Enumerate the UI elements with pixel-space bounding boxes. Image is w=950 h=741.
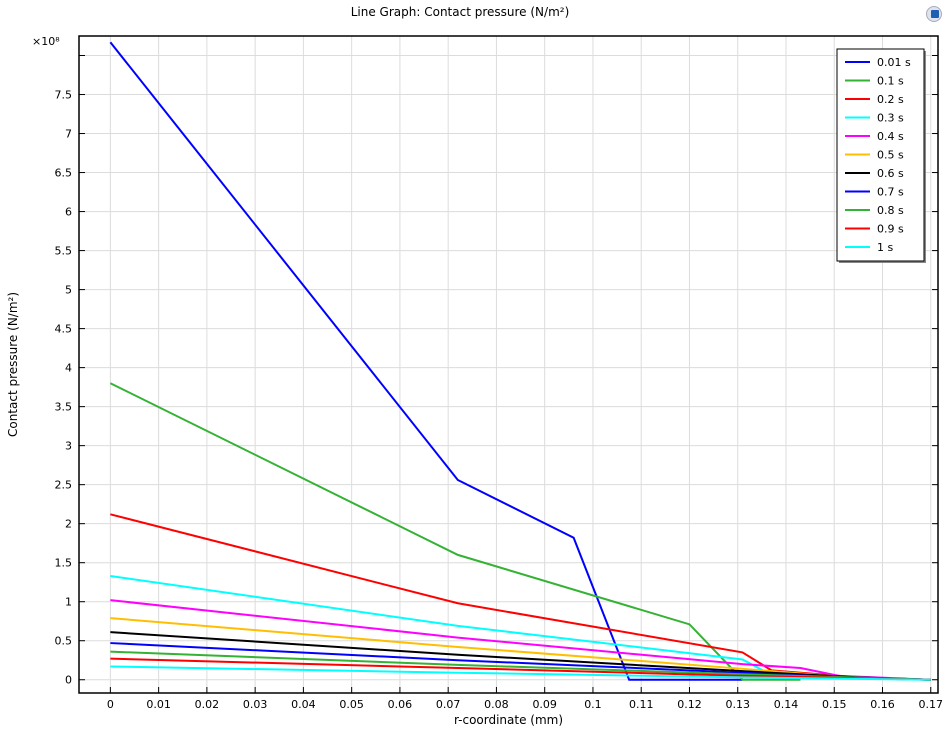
y-tick-label: 3.5 (55, 401, 73, 414)
x-tick-label: 0.17 (919, 698, 944, 711)
y-tick-label: 4.5 (55, 323, 73, 336)
y-multiplier: ×10⁸ (32, 35, 60, 48)
y-tick-label: 4 (65, 362, 72, 375)
y-tick-label: 6 (65, 206, 72, 219)
series-line-1s (110, 665, 931, 681)
y-tick-label: 0.5 (55, 635, 73, 648)
legend-label: 0.3 s (877, 112, 904, 125)
x-axis-label: r-coordinate (mm) (454, 713, 563, 727)
legend-label: 0.6 s (877, 167, 904, 180)
export-icon[interactable] (926, 6, 942, 22)
legend: 0.01 s 0.1 s 0.2 s 0.3 s 0.4 s 0.5 s 0.6 s 0.7 … (836, 48, 926, 263)
x-tick-label: 0.01 (146, 698, 171, 711)
legend-label: 0.7 s (877, 186, 904, 199)
x-tick-label: 0.1 (584, 698, 602, 711)
x-tick-label: 0.06 (388, 698, 413, 711)
legend-label: 0.1 s (877, 75, 904, 88)
y-tick-label: 7 (65, 128, 72, 141)
y-tick-label: 1 (65, 596, 72, 609)
y-tick-label: 5 (65, 284, 72, 297)
x-tick-label: 0.05 (339, 698, 364, 711)
legend-label: 0.2 s (877, 93, 904, 106)
y-axis-label: Contact pressure (N/m²) (6, 292, 20, 437)
y-tick-label: 0 (65, 674, 72, 687)
plot-frame (78, 35, 939, 694)
series-line-0.01s (109, 41, 743, 681)
y-tick-label: 1.5 (55, 557, 73, 570)
x-tick-label: 0.15 (822, 698, 847, 711)
y-tick-label: 7.5 (55, 89, 73, 102)
y-tick-label: 5.5 (55, 245, 73, 258)
x-tick-label: 0.09 (532, 698, 557, 711)
x-tick-label: 0.07 (436, 698, 461, 711)
series-line-0.1s (109, 382, 801, 681)
legend-label: 0.01 s (877, 56, 911, 69)
legend-label: 0.5 s (877, 149, 904, 162)
x-tick-label: 0.04 (291, 698, 316, 711)
x-tick-label: 0.14 (774, 698, 799, 711)
x-tick-label: 0.08 (484, 698, 509, 711)
y-tick-label: 6.5 (55, 167, 73, 180)
legend-label: 0.8 s (877, 204, 904, 217)
y-tick-label: 2 (65, 518, 72, 531)
series-line-0.2s (110, 513, 931, 681)
chart-title: Line Graph: Contact pressure (N/m²) (350, 5, 570, 19)
x-tick-label: 0.02 (195, 698, 220, 711)
legend-label: 0.9 s (877, 223, 904, 236)
legend-label: 1 s (877, 241, 893, 254)
legend-label: 0.4 s (877, 130, 904, 143)
x-tick-label: 0.16 (870, 698, 895, 711)
y-tick-label: 3 (65, 440, 72, 453)
x-tick-label: 0.11 (629, 698, 654, 711)
y-tick-label: 2.5 (55, 479, 73, 492)
x-tick-label: 0.13 (725, 698, 750, 711)
x-tick-label: 0.03 (243, 698, 268, 711)
series-line-0.8s (110, 650, 931, 681)
x-tick-label: 0 (107, 698, 114, 711)
x-tick-label: 0.12 (677, 698, 702, 711)
